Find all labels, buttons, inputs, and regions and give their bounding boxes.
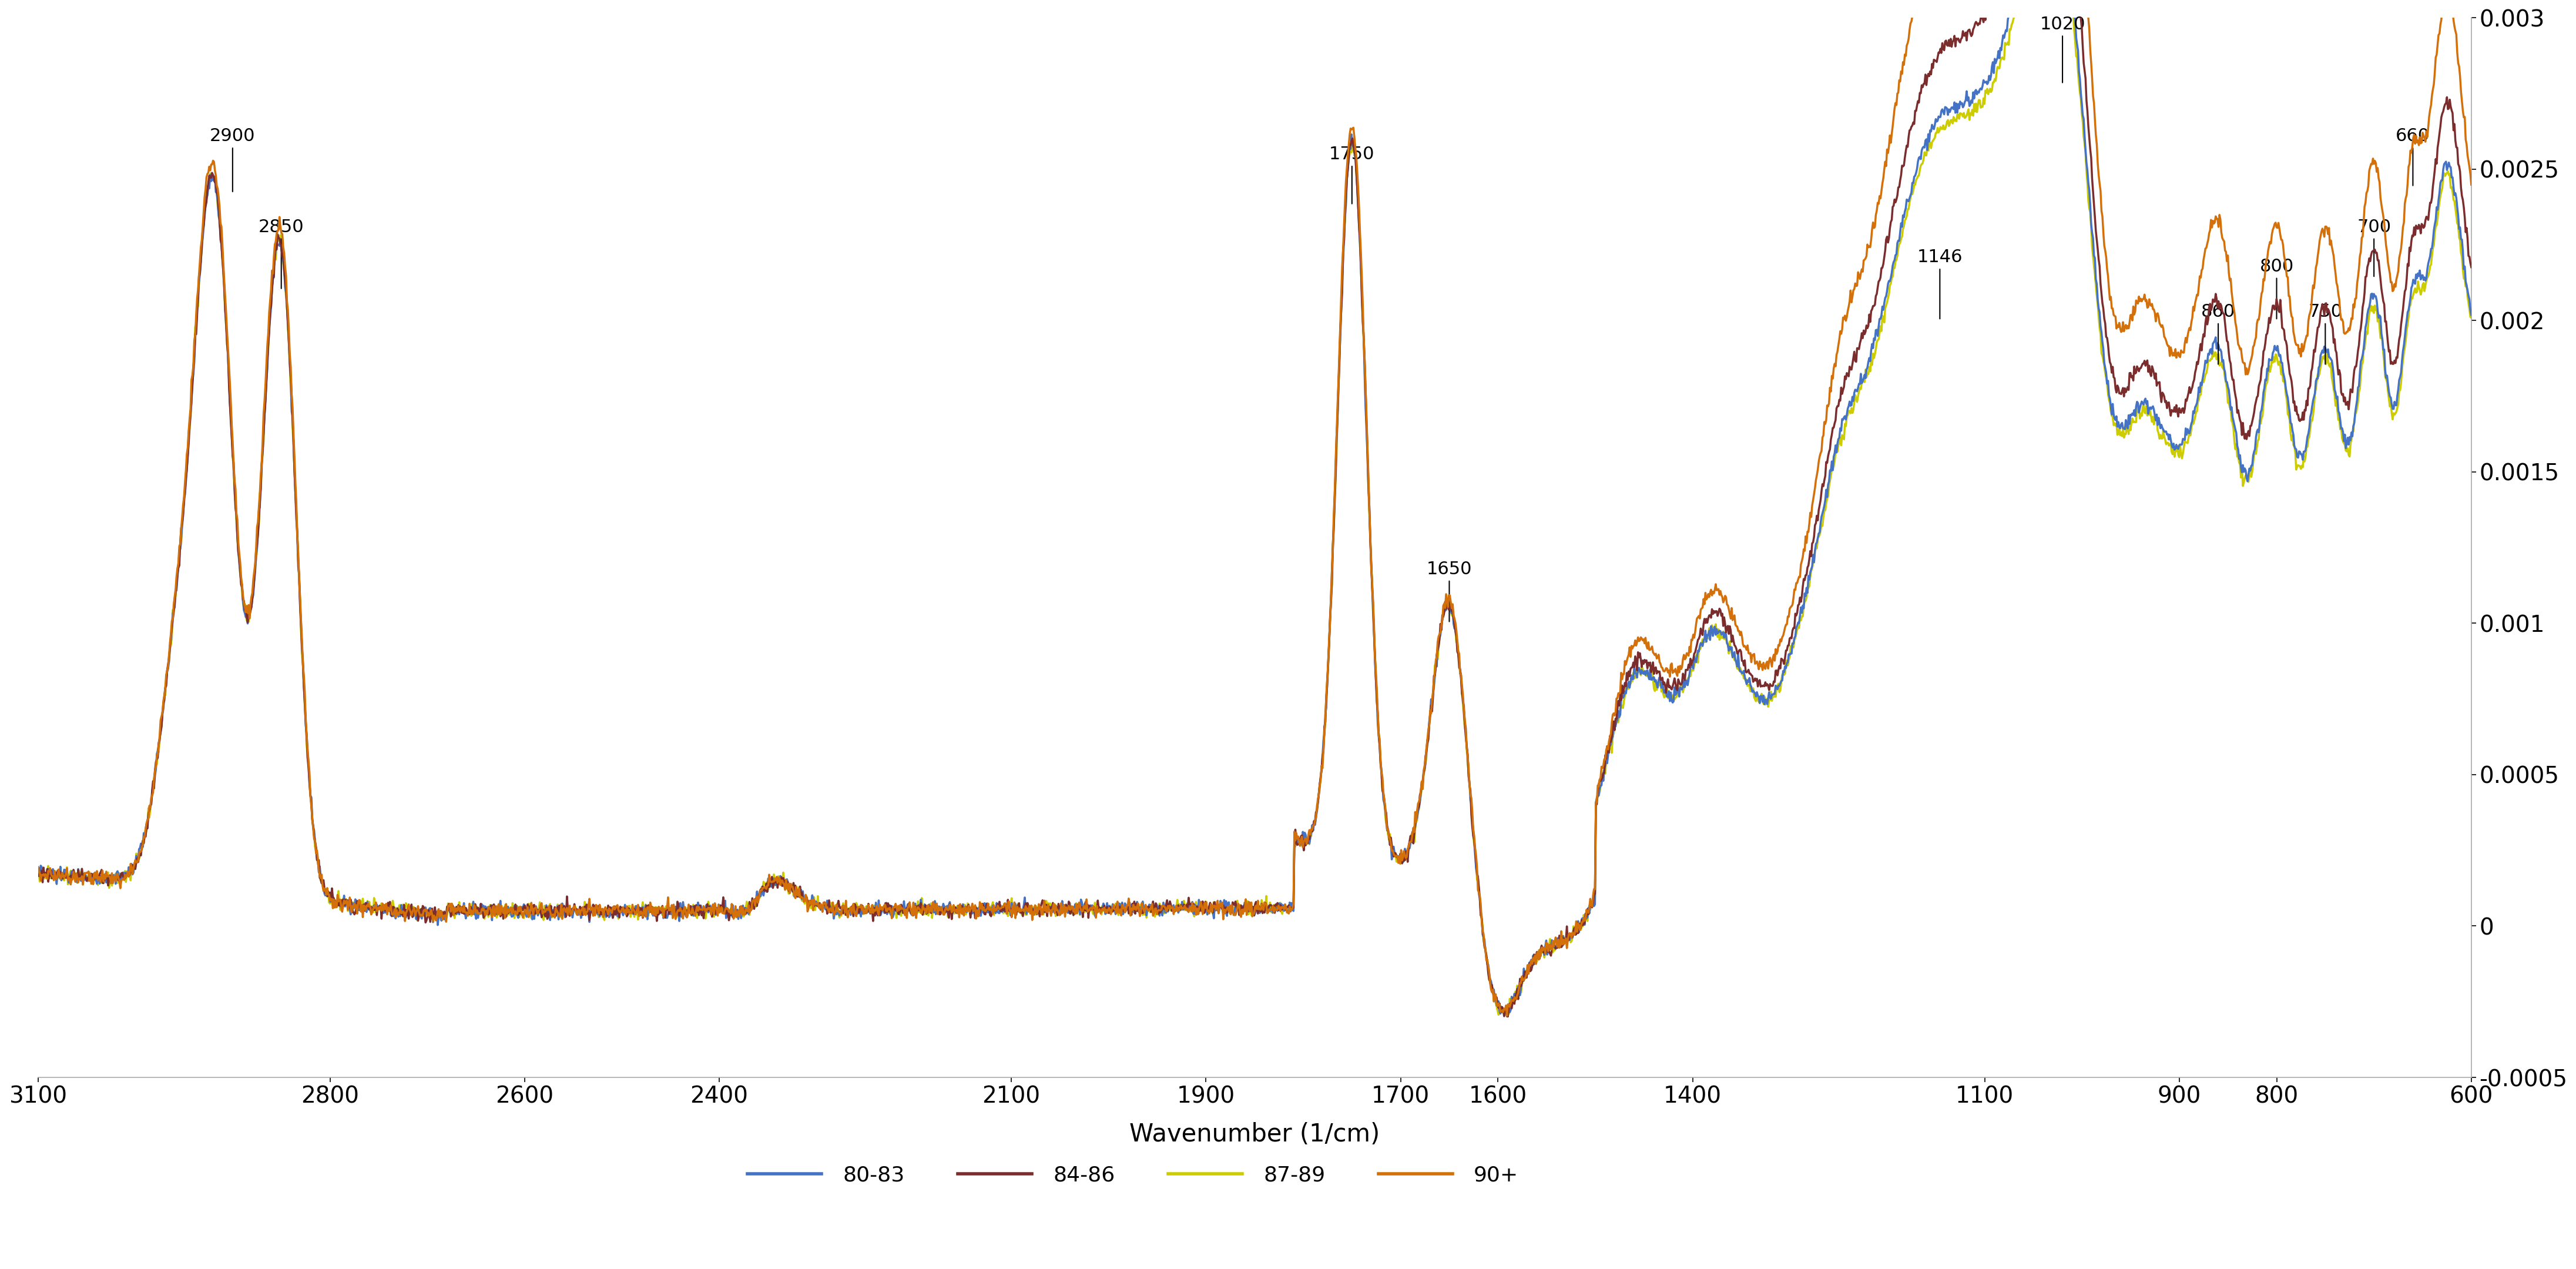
Legend: 80-83, 84-86, 87-89, 90+: 80-83, 84-86, 87-89, 90+ <box>739 1157 1528 1194</box>
Text: 800: 800 <box>2259 258 2293 319</box>
Text: 660: 660 <box>2396 128 2429 185</box>
Text: 1146: 1146 <box>1917 249 1963 319</box>
Text: 750: 750 <box>2308 303 2342 364</box>
Text: 1750: 1750 <box>1329 146 1376 204</box>
Text: 860: 860 <box>2200 303 2236 364</box>
Text: 2850: 2850 <box>258 218 304 288</box>
Text: 1650: 1650 <box>1427 561 1471 622</box>
X-axis label: Wavenumber (1/cm): Wavenumber (1/cm) <box>1128 1122 1381 1147</box>
Text: 1020: 1020 <box>2040 15 2084 82</box>
Text: 2900: 2900 <box>209 128 255 192</box>
Text: 700: 700 <box>2357 218 2391 277</box>
